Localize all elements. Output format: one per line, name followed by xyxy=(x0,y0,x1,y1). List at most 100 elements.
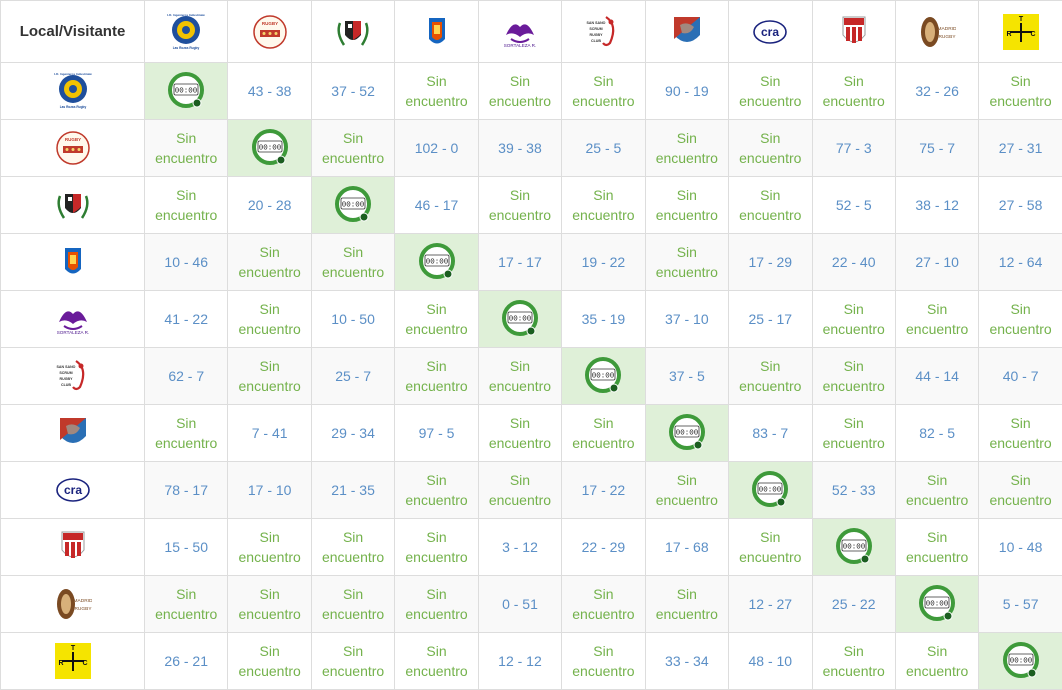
result-cell[interactable]: 38 - 12 xyxy=(895,177,978,234)
result-cell[interactable]: 43 - 38 xyxy=(228,63,311,120)
result-cell[interactable]: 33 - 34 xyxy=(645,633,728,690)
header-team-5[interactable]: SORTALEZA R. xyxy=(478,1,561,63)
no-match-cell: Sin encuentro xyxy=(395,519,478,576)
result-cell[interactable]: 82 - 5 xyxy=(895,405,978,462)
result-cell[interactable]: 17 - 10 xyxy=(228,462,311,519)
header-team-8[interactable]: cra xyxy=(729,1,812,63)
self-match-cell: 00:00 xyxy=(979,633,1062,690)
result-cell[interactable]: 0 - 51 xyxy=(478,576,561,633)
result-cell[interactable]: 25 - 22 xyxy=(812,576,895,633)
no-match-text: Sin encuentro xyxy=(146,185,226,225)
result-cell[interactable]: 83 - 7 xyxy=(729,405,812,462)
no-match-cell: Sin encuentro xyxy=(979,405,1062,462)
result-cell[interactable]: 40 - 7 xyxy=(979,348,1062,405)
result-cell[interactable]: 29 - 34 xyxy=(311,405,394,462)
no-match-cell: Sin encuentro xyxy=(812,291,895,348)
result-cell[interactable]: 22 - 40 xyxy=(812,234,895,291)
laurel-shield-icon xyxy=(54,186,92,224)
result-cell[interactable]: 52 - 33 xyxy=(812,462,895,519)
row-team-2[interactable]: RUGBY xyxy=(1,120,145,177)
row-team-3[interactable] xyxy=(1,177,145,234)
result-cell[interactable]: 77 - 3 xyxy=(812,120,895,177)
result-cell[interactable]: 39 - 38 xyxy=(478,120,561,177)
result-cell[interactable]: 90 - 19 xyxy=(645,63,728,120)
result-cell[interactable]: 3 - 12 xyxy=(478,519,561,576)
result-cell[interactable]: 37 - 10 xyxy=(645,291,728,348)
header-team-7[interactable] xyxy=(645,1,728,63)
no-match-text: Sin encuentro xyxy=(313,584,393,624)
result-cell[interactable]: 52 - 5 xyxy=(812,177,895,234)
result-cell[interactable]: 17 - 17 xyxy=(478,234,561,291)
result-cell[interactable]: 32 - 26 xyxy=(895,63,978,120)
result-cell[interactable]: 75 - 7 xyxy=(895,120,978,177)
result-cell[interactable]: 12 - 27 xyxy=(729,576,812,633)
result-cell[interactable]: 46 - 17 xyxy=(395,177,478,234)
result-cell[interactable]: 102 - 0 xyxy=(395,120,478,177)
row-team-9[interactable] xyxy=(1,519,145,576)
result-cell[interactable]: 7 - 41 xyxy=(228,405,311,462)
result-cell[interactable]: 5 - 57 xyxy=(979,576,1062,633)
result-cell[interactable]: 27 - 31 xyxy=(979,120,1062,177)
result-cell[interactable]: 27 - 10 xyxy=(895,234,978,291)
no-match-text: Sin encuentro xyxy=(563,641,643,681)
no-match-cell: Sin encuentro xyxy=(228,291,311,348)
row-team-5[interactable]: SORTALEZA R. xyxy=(1,291,145,348)
result-cell[interactable]: 48 - 10 xyxy=(729,633,812,690)
result-cell[interactable]: 10 - 46 xyxy=(145,234,228,291)
result-cell[interactable]: 12 - 12 xyxy=(478,633,561,690)
result-cell[interactable]: 25 - 17 xyxy=(729,291,812,348)
result-cell[interactable]: 19 - 22 xyxy=(562,234,645,291)
result-cell[interactable]: 10 - 50 xyxy=(311,291,394,348)
result-cell[interactable]: 25 - 5 xyxy=(562,120,645,177)
self-match-cell: 00:00 xyxy=(812,519,895,576)
result-cell[interactable]: 22 - 29 xyxy=(562,519,645,576)
result-cell[interactable]: 35 - 19 xyxy=(562,291,645,348)
result-cell[interactable]: 20 - 28 xyxy=(228,177,311,234)
result-cell[interactable]: 17 - 22 xyxy=(562,462,645,519)
no-match-cell: Sin encuentro xyxy=(729,177,812,234)
row-team-7[interactable] xyxy=(1,405,145,462)
no-match-text: Sin encuentro xyxy=(647,185,727,225)
logo-text-1: SAN SANO xyxy=(587,21,606,25)
result-cell[interactable]: 78 - 17 xyxy=(145,462,228,519)
result-cell[interactable]: 26 - 21 xyxy=(145,633,228,690)
no-match-text: Sin encuentro xyxy=(981,470,1061,510)
result-cell[interactable]: 12 - 64 xyxy=(979,234,1062,291)
result-cell[interactable]: 21 - 35 xyxy=(311,462,394,519)
row-team-8[interactable]: cra xyxy=(1,462,145,519)
no-match-text: Sin encuentro xyxy=(981,71,1061,111)
result-score: 25 - 17 xyxy=(748,309,792,329)
result-cell[interactable]: 10 - 48 xyxy=(979,519,1062,576)
result-score: 17 - 10 xyxy=(248,480,292,500)
result-cell[interactable]: 15 - 50 xyxy=(145,519,228,576)
result-cell[interactable]: 44 - 14 xyxy=(895,348,978,405)
result-cell[interactable]: 27 - 58 xyxy=(979,177,1062,234)
header-team-4[interactable] xyxy=(395,1,478,63)
result-cell[interactable]: 37 - 52 xyxy=(311,63,394,120)
header-team-2[interactable]: RUGBY xyxy=(228,1,311,63)
header-team-3[interactable] xyxy=(311,1,394,63)
no-match-cell: Sin encuentro xyxy=(228,348,311,405)
result-cell[interactable]: 37 - 5 xyxy=(645,348,728,405)
result-cell[interactable]: 25 - 7 xyxy=(311,348,394,405)
result-cell[interactable]: 97 - 5 xyxy=(395,405,478,462)
result-score: 52 - 5 xyxy=(836,195,872,215)
result-cell[interactable]: 62 - 7 xyxy=(145,348,228,405)
logo-letter-r: R xyxy=(1006,31,1011,38)
header-team-9[interactable] xyxy=(812,1,895,63)
result-cell[interactable]: 17 - 29 xyxy=(729,234,812,291)
result-cell[interactable]: 41 - 22 xyxy=(145,291,228,348)
row-team-4[interactable] xyxy=(1,234,145,291)
result-cell[interactable]: 17 - 68 xyxy=(645,519,728,576)
